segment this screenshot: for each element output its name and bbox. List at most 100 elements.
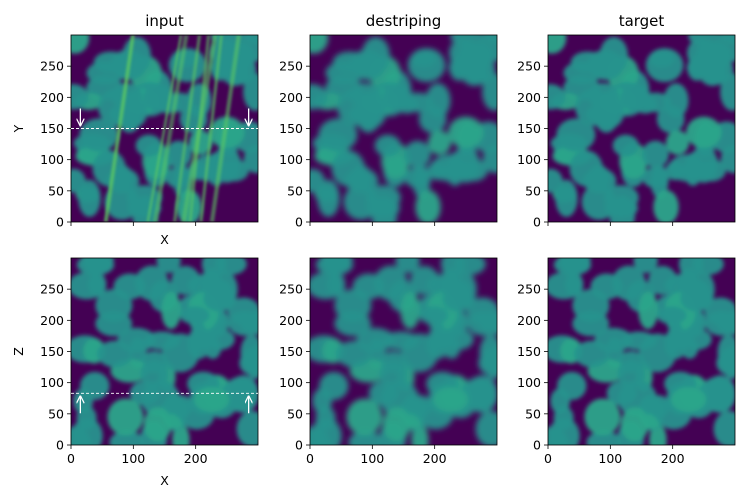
- heatmap-blob: [717, 334, 735, 371]
- heatmap-blobs: [310, 258, 497, 445]
- heatmap-blob: [647, 395, 670, 418]
- y-tick-label: 200: [517, 313, 541, 328]
- heatmap-blob: [440, 258, 466, 279]
- y-tick-label: 250: [40, 59, 64, 74]
- y-tick-label: 150: [279, 344, 303, 359]
- y-tick-label: 50: [48, 406, 64, 421]
- heatmap-blob: [400, 333, 439, 373]
- heatmap-blob: [680, 285, 714, 312]
- heatmap-blob: [473, 44, 494, 64]
- heatmap-blobs: [548, 258, 735, 445]
- x-tick-label: 0: [306, 451, 314, 466]
- heatmap-blob: [581, 183, 617, 221]
- heatmap-blob: [201, 258, 227, 279]
- heatmap-blob: [171, 265, 201, 296]
- heatmap-blob: [633, 95, 658, 114]
- heatmap-blob: [203, 328, 235, 351]
- heatmap-blob: [109, 430, 145, 445]
- y-tick-label: 0: [533, 215, 541, 230]
- heatmap-blob: [310, 272, 345, 300]
- y-tick-label: 200: [40, 313, 64, 328]
- y-tick-label: 50: [525, 183, 541, 198]
- heatmap-blob: [711, 44, 732, 64]
- heatmap-blob: [584, 398, 621, 436]
- panel-title: input: [145, 12, 184, 30]
- stripe-line: [152, 35, 189, 222]
- heatmap-blob: [548, 35, 567, 54]
- heatmap-blob: [343, 183, 379, 221]
- heatmap-blob: [379, 359, 408, 389]
- heatmap-blob: [143, 407, 172, 442]
- heatmap-blob: [638, 333, 677, 373]
- y-axis-label: Z: [11, 347, 26, 356]
- heatmap-blob: [548, 272, 583, 300]
- y-tick-label: 100: [40, 152, 64, 167]
- heatmap-blob: [92, 150, 126, 187]
- heatmap-blob: [572, 311, 610, 337]
- heatmap-blob: [479, 334, 497, 371]
- y-tick-label: 150: [279, 121, 303, 136]
- heatmap-blob: [467, 310, 497, 336]
- y-tick-label: 150: [40, 121, 64, 136]
- heatmap-blob: [656, 105, 685, 134]
- heatmap-blob: [617, 359, 646, 389]
- heatmap-blob: [656, 306, 687, 325]
- heatmap-blob: [668, 154, 707, 182]
- heatmap-blobs: [71, 258, 258, 445]
- heatmap-blob: [348, 430, 384, 445]
- y-tick-label: 200: [517, 90, 541, 105]
- heatmap-blob: [418, 306, 449, 325]
- x-tick-label: 200: [184, 451, 208, 466]
- x-tick-label: 200: [661, 451, 685, 466]
- heatmap-blob: [79, 118, 119, 152]
- heatmap-image: [548, 35, 735, 222]
- x-tick-label: 200: [423, 451, 447, 466]
- heatmap-blob: [586, 430, 622, 445]
- x-tick-label: 100: [121, 451, 145, 466]
- heatmap-blob: [633, 258, 658, 274]
- heatmap-blob: [442, 328, 474, 351]
- y-tick-label: 100: [279, 375, 303, 390]
- heatmap-blob: [156, 258, 181, 274]
- y-tick-label: 250: [279, 59, 303, 74]
- heatmap-blob: [649, 49, 675, 68]
- stripe-artifacts: [103, 35, 241, 222]
- heatmap-blob: [550, 388, 571, 415]
- y-tick-label: 0: [56, 215, 64, 230]
- heatmap-blob: [161, 291, 181, 330]
- stripe-line: [103, 35, 135, 222]
- heatmap-blob: [719, 35, 735, 45]
- panel-title: target: [619, 12, 665, 30]
- heatmap-blob: [411, 49, 437, 68]
- heatmap-image: [548, 258, 735, 445]
- heatmap-blob: [427, 130, 452, 155]
- heatmap-blob: [318, 118, 358, 152]
- heatmap-blob: [409, 395, 432, 418]
- y-tick-label: 50: [287, 183, 303, 198]
- heatmap-blob: [331, 150, 365, 187]
- heatmap-blob: [641, 140, 669, 168]
- heatmap-blob: [686, 116, 722, 148]
- heatmap-blob: [349, 82, 382, 109]
- heatmap-blob: [179, 306, 210, 325]
- heatmap-blob: [574, 340, 610, 368]
- y-tick-label: 200: [40, 90, 64, 105]
- heatmap-blob: [97, 340, 133, 368]
- y-tick-label: 250: [279, 282, 303, 297]
- y-tick-label: 50: [287, 406, 303, 421]
- heatmap-blob: [569, 150, 603, 187]
- heatmap-blob: [334, 311, 372, 337]
- panel-bottom-left: 0 50 100 150 200 250 0 100 200 X Z: [11, 257, 259, 488]
- heatmap-blob: [382, 407, 411, 442]
- y-tick-label: 0: [295, 438, 303, 453]
- heatmap-blob: [680, 328, 712, 351]
- heatmap-blob: [71, 84, 89, 110]
- heatmap-blob: [432, 386, 469, 413]
- y-tick-label: 250: [517, 59, 541, 74]
- heatmap-blob: [395, 95, 420, 114]
- heatmap-blob: [242, 35, 258, 45]
- heatmap-blob: [236, 410, 258, 445]
- heatmap-blob: [430, 154, 469, 182]
- heatmap-blob: [548, 426, 569, 445]
- heatmap-blob: [548, 84, 566, 110]
